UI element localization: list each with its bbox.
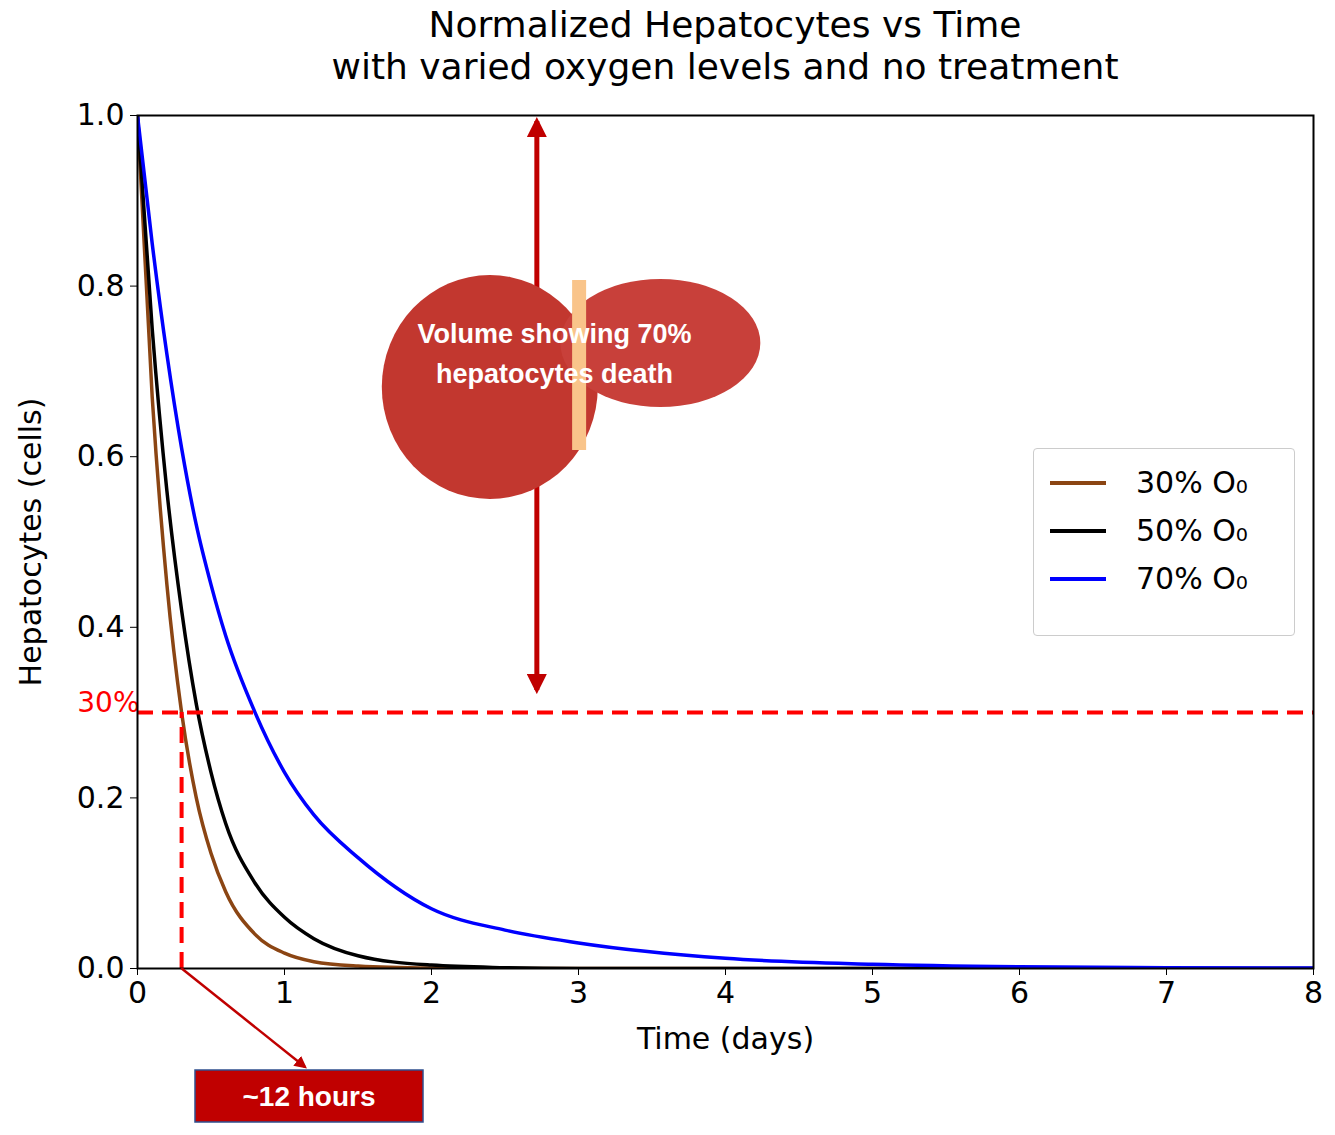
svg-text:6: 6 <box>1010 975 1029 1010</box>
svg-text:Time (days): Time (days) <box>636 1021 814 1056</box>
svg-text:1.0: 1.0 <box>77 97 125 132</box>
svg-text:1: 1 <box>275 975 294 1010</box>
html-text:with varied oxygen levels and: with varied oxygen levels and no treatme… <box>331 46 1119 87</box>
svg-text:8: 8 <box>1304 975 1323 1010</box>
html-text:70% O₀: 70% O₀ <box>1136 560 1248 596</box>
html-text:30% O₀: 30% O₀ <box>1136 464 1248 500</box>
html-text:Normalized Hepatocytes vs Time: Normalized Hepatocytes vs Time <box>428 4 1022 45</box>
svg-text:Hepatocytes (cells): Hepatocytes (cells) <box>13 398 48 687</box>
html-text:50% O₀: 50% O₀ <box>1136 512 1248 548</box>
svg-text:0.4: 0.4 <box>77 609 125 644</box>
svg-text:4: 4 <box>716 975 735 1010</box>
svg-text:0.8: 0.8 <box>77 268 125 303</box>
svg-text:~12 hours: ~12 hours <box>242 1081 375 1112</box>
svg-text:Volume showing 70%hepatocytes: Volume showing 70%hepatocytes death <box>417 319 691 389</box>
svg-text:0.2: 0.2 <box>77 780 125 815</box>
svg-text:3: 3 <box>569 975 588 1010</box>
svg-text:0: 0 <box>128 975 147 1010</box>
svg-text:0.0: 0.0 <box>77 950 125 985</box>
svg-text:0.6: 0.6 <box>77 438 125 473</box>
svg-text:2: 2 <box>422 975 441 1010</box>
svg-text:30%: 30% <box>77 686 139 719</box>
svg-text:5: 5 <box>863 975 882 1010</box>
svg-text:7: 7 <box>1157 975 1176 1010</box>
